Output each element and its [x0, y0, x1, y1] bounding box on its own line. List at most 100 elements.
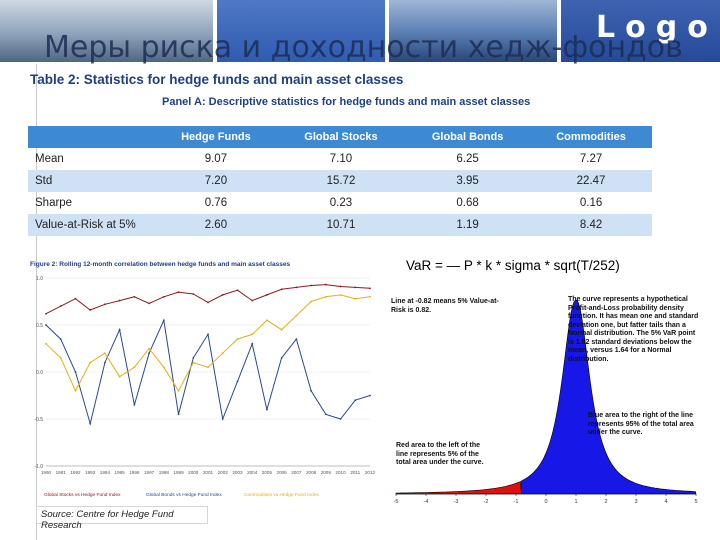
data-point [221, 418, 224, 420]
data-point [339, 418, 342, 420]
row-label: Std [28, 170, 155, 192]
data-point [369, 295, 371, 298]
x-tick-label: 2008 [306, 470, 317, 475]
header-band: Logo Меры риска и доходности хедж-фондов [0, 0, 720, 65]
table-cell: 0.16 [579, 197, 603, 209]
x-tick-label: -4 [424, 499, 429, 505]
x-tick-label: 2011 [350, 470, 360, 475]
data-point [89, 422, 92, 425]
data-point [45, 324, 47, 326]
x-tick-label: 1997 [144, 470, 155, 475]
data-point [236, 338, 239, 340]
data-point [133, 295, 136, 298]
x-tick-label: 3 [634, 499, 637, 505]
data-point [89, 309, 92, 311]
logo: Logo [596, 10, 718, 45]
data-point [74, 297, 77, 300]
series-line [45, 294, 371, 392]
data-point [89, 361, 92, 364]
x-tick-label: 2012 [365, 470, 376, 475]
data-point [104, 303, 106, 306]
x-tick-label: 2007 [291, 470, 302, 475]
x-tick-label: 1994 [100, 470, 111, 475]
column-header: Commodities [530, 126, 652, 148]
x-tick-label: 1 [574, 499, 577, 505]
var-formula: VaR = — P * k * sigma * sqrt(T/252) [406, 258, 620, 273]
table-cell: 0.23 [329, 197, 353, 209]
x-tick-label: 2010 [335, 470, 346, 475]
data-point [45, 342, 47, 345]
data-point [118, 375, 121, 378]
x-tick-label: 2004 [247, 470, 258, 475]
y-tick-label: 0.0 [36, 370, 43, 376]
series-line [45, 284, 371, 315]
data-point [310, 300, 312, 303]
table-cell: 6.25 [456, 153, 479, 165]
x-tick-label: 2000 [188, 470, 199, 475]
data-point [177, 413, 180, 416]
data-point [251, 299, 254, 302]
data-point [45, 312, 47, 315]
data-point [339, 285, 342, 288]
x-tick-label: 2006 [277, 470, 288, 475]
data-point [74, 389, 77, 392]
data-point [295, 314, 298, 317]
data-point [118, 299, 121, 302]
data-point [369, 394, 371, 397]
x-tick-label: -5 [394, 499, 399, 505]
column-header [28, 126, 155, 148]
data-point [177, 291, 180, 293]
table-cell: 0.68 [456, 197, 479, 209]
data-point [59, 305, 62, 308]
table-row: Std 7.20 15.72 3.95 22.47 [28, 170, 652, 192]
data-point [104, 352, 106, 355]
table-cell: 7.10 [329, 153, 353, 165]
data-point [236, 380, 239, 383]
y-tick-label: 1.0 [36, 276, 43, 282]
data-point [324, 413, 327, 416]
data-point [280, 288, 283, 291]
data-point [221, 294, 224, 296]
data-point [148, 302, 150, 305]
data-point [369, 287, 371, 290]
legend-item: Global Stocks vs Hedge Fund Index [44, 492, 121, 498]
header-photo-4 [561, 0, 720, 62]
panel-title: Panel A: Descriptive statistics for hedg… [162, 96, 531, 108]
table-cell: 9.07 [204, 153, 228, 165]
row-label: Sharpe [35, 197, 73, 209]
data-point [280, 328, 283, 331]
data-point [266, 408, 268, 411]
data-point [295, 286, 298, 289]
x-tick-label: 2003 [232, 470, 243, 475]
data-point [74, 371, 77, 373]
x-tick-label: -2 [484, 499, 489, 505]
data-point [207, 333, 209, 336]
data-point [148, 352, 150, 355]
table-cell: 22.47 [530, 170, 652, 192]
data-point [162, 366, 165, 369]
column-header: Hedge Funds [155, 126, 277, 148]
x-tick-label: 1996 [129, 470, 140, 475]
table-cell: 7.27 [579, 153, 603, 165]
header-photo-3 [389, 0, 557, 62]
divider [36, 64, 37, 540]
data-point [266, 319, 268, 322]
x-tick-label: 2009 [321, 470, 332, 475]
data-point [236, 289, 239, 292]
data-point [162, 295, 165, 298]
blue-area-annotation: Blue area to the right of the line repre… [588, 412, 694, 436]
legend-item: Commodities vs Hedge Fund Index [244, 492, 320, 498]
data-point [207, 301, 209, 304]
table-header-row: Hedge Funds Global Stocks Global Bonds C… [28, 126, 652, 148]
x-tick-label: 2 [604, 499, 607, 505]
data-point [59, 338, 62, 340]
data-point [251, 342, 254, 345]
data-point [192, 361, 195, 364]
x-tick-label: 5 [694, 499, 697, 505]
var-density-chart: -5 -4 -3 -2 -1 0 1 2 3 4 5 [394, 299, 698, 505]
table-cell: 2.60 [155, 214, 277, 236]
tail-area [395, 480, 522, 495]
data-point [295, 338, 298, 340]
row-label: Value-at-Risk at 5% [28, 214, 155, 236]
